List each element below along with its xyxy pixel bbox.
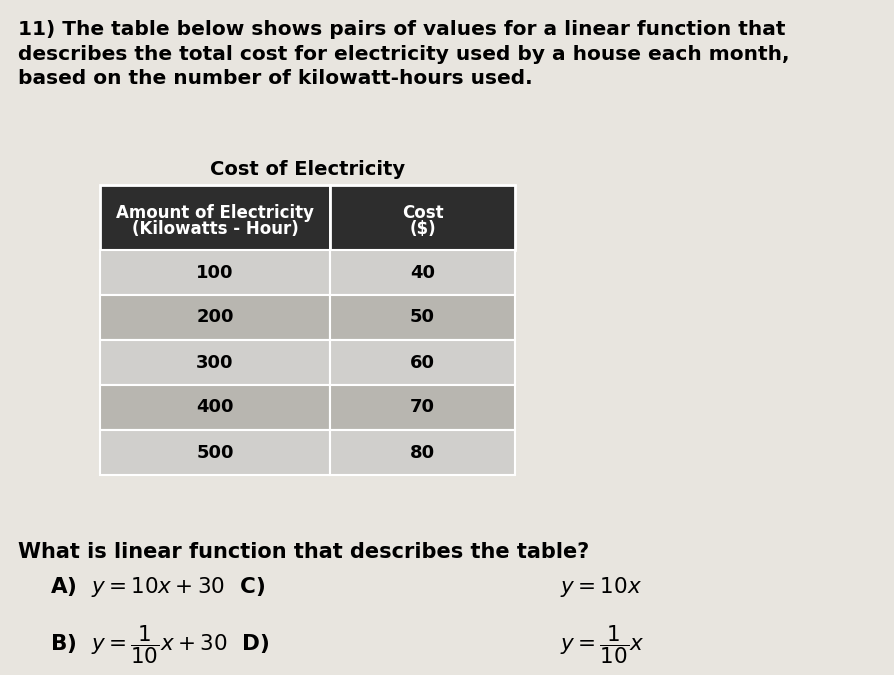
Text: Cost of Electricity: Cost of Electricity <box>210 160 405 179</box>
Text: 80: 80 <box>409 443 434 462</box>
Text: 500: 500 <box>196 443 233 462</box>
Bar <box>100 430 330 475</box>
Text: 400: 400 <box>196 398 233 416</box>
Text: 40: 40 <box>409 263 434 281</box>
Bar <box>100 185 330 250</box>
Text: Cost: Cost <box>401 205 443 223</box>
Text: $y=\dfrac{1}{10}x$: $y=\dfrac{1}{10}x$ <box>560 623 644 666</box>
Text: (Kilowatts - Hour): (Kilowatts - Hour) <box>131 221 298 238</box>
Bar <box>330 430 514 475</box>
Bar <box>100 295 330 340</box>
Bar <box>330 185 514 250</box>
Text: What is linear function that describes the table?: What is linear function that describes t… <box>18 542 588 562</box>
Text: describes the total cost for electricity used by a house each month,: describes the total cost for electricity… <box>18 45 789 64</box>
Text: Amount of Electricity: Amount of Electricity <box>116 205 314 223</box>
Bar <box>100 385 330 430</box>
Bar <box>100 250 330 295</box>
Text: 100: 100 <box>196 263 233 281</box>
Text: 200: 200 <box>196 308 233 327</box>
Text: 11) The table below shows pairs of values for a linear function that: 11) The table below shows pairs of value… <box>18 20 785 39</box>
Bar <box>330 250 514 295</box>
Bar <box>330 340 514 385</box>
Text: A)  $y=10x+30$  C): A) $y=10x+30$ C) <box>50 575 265 599</box>
Bar <box>330 295 514 340</box>
Text: ($): ($) <box>409 221 435 238</box>
Bar <box>100 340 330 385</box>
Text: based on the number of kilowatt-hours used.: based on the number of kilowatt-hours us… <box>18 69 532 88</box>
Bar <box>330 385 514 430</box>
Text: 300: 300 <box>196 354 233 371</box>
Text: 50: 50 <box>409 308 434 327</box>
Text: 70: 70 <box>409 398 434 416</box>
Text: 60: 60 <box>409 354 434 371</box>
Text: B)  $y=\dfrac{1}{10}x+30$  D): B) $y=\dfrac{1}{10}x+30$ D) <box>50 623 269 666</box>
Text: $y=10x$: $y=10x$ <box>560 575 641 599</box>
